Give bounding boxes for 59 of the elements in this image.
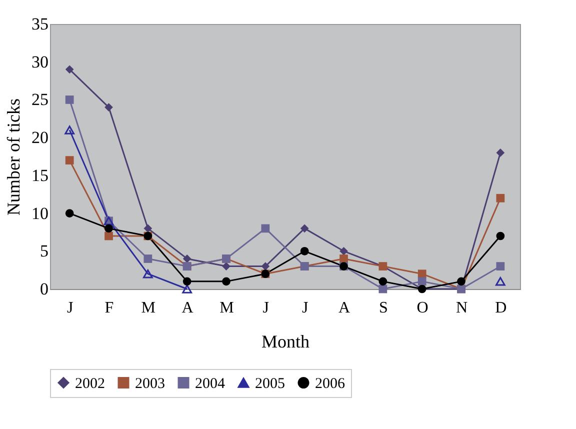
point bbox=[261, 224, 270, 233]
point bbox=[182, 254, 192, 263]
point bbox=[261, 262, 270, 270]
legend-label: 2006 bbox=[315, 376, 346, 392]
y-axis-title: Number of ticks bbox=[4, 98, 24, 216]
legend-label: 2003 bbox=[135, 376, 165, 392]
y-tick-label: 10 bbox=[32, 204, 48, 223]
point bbox=[104, 224, 113, 233]
point bbox=[495, 277, 506, 286]
legend-label: 2002 bbox=[75, 376, 105, 392]
y-tick-label: 25 bbox=[32, 90, 48, 110]
point bbox=[418, 277, 426, 286]
point bbox=[65, 156, 74, 164]
point bbox=[222, 262, 230, 270]
y-tick-label: 0 bbox=[40, 280, 48, 298]
point bbox=[144, 224, 152, 233]
x-tick-label: N bbox=[456, 300, 468, 316]
y-tick-label: 30 bbox=[32, 52, 48, 72]
point bbox=[340, 254, 348, 263]
point bbox=[418, 270, 426, 278]
point bbox=[300, 246, 309, 256]
point bbox=[378, 284, 388, 294]
point bbox=[104, 232, 113, 240]
point bbox=[142, 269, 153, 278]
x-tick-label: A bbox=[338, 300, 350, 316]
point bbox=[496, 194, 505, 202]
x-tick-label: M bbox=[220, 300, 234, 316]
x-tick-label: F bbox=[104, 300, 114, 316]
point bbox=[182, 277, 192, 286]
x-tick-label: A bbox=[182, 300, 194, 316]
point bbox=[64, 126, 75, 134]
point bbox=[496, 262, 505, 270]
point bbox=[222, 277, 230, 286]
point bbox=[182, 284, 192, 294]
point bbox=[378, 277, 388, 286]
point bbox=[144, 254, 152, 263]
point bbox=[65, 65, 74, 74]
point bbox=[340, 246, 348, 256]
x-tick-label: J bbox=[66, 300, 74, 316]
point bbox=[496, 232, 505, 240]
x-tick-label: J bbox=[262, 300, 270, 316]
x-tick-label: O bbox=[416, 300, 428, 316]
point bbox=[65, 209, 74, 218]
y-tick-label: 15 bbox=[32, 166, 48, 185]
x-tick-label: S bbox=[378, 300, 388, 316]
legend-label: 2005 bbox=[255, 376, 285, 392]
y-tick-label: 20 bbox=[32, 128, 48, 148]
x-axis-title: Month bbox=[261, 332, 310, 352]
point bbox=[104, 103, 113, 112]
y-tick-label: 35 bbox=[32, 14, 48, 34]
legend-label: 2004 bbox=[195, 376, 226, 392]
point bbox=[496, 148, 505, 157]
point bbox=[65, 96, 74, 104]
x-tick-label: J bbox=[302, 300, 308, 316]
x-tick-label: M bbox=[141, 300, 156, 316]
y-tick-label: 5 bbox=[40, 242, 48, 261]
x-tick-label: D bbox=[495, 300, 507, 316]
point bbox=[457, 277, 466, 286]
point bbox=[300, 224, 309, 233]
